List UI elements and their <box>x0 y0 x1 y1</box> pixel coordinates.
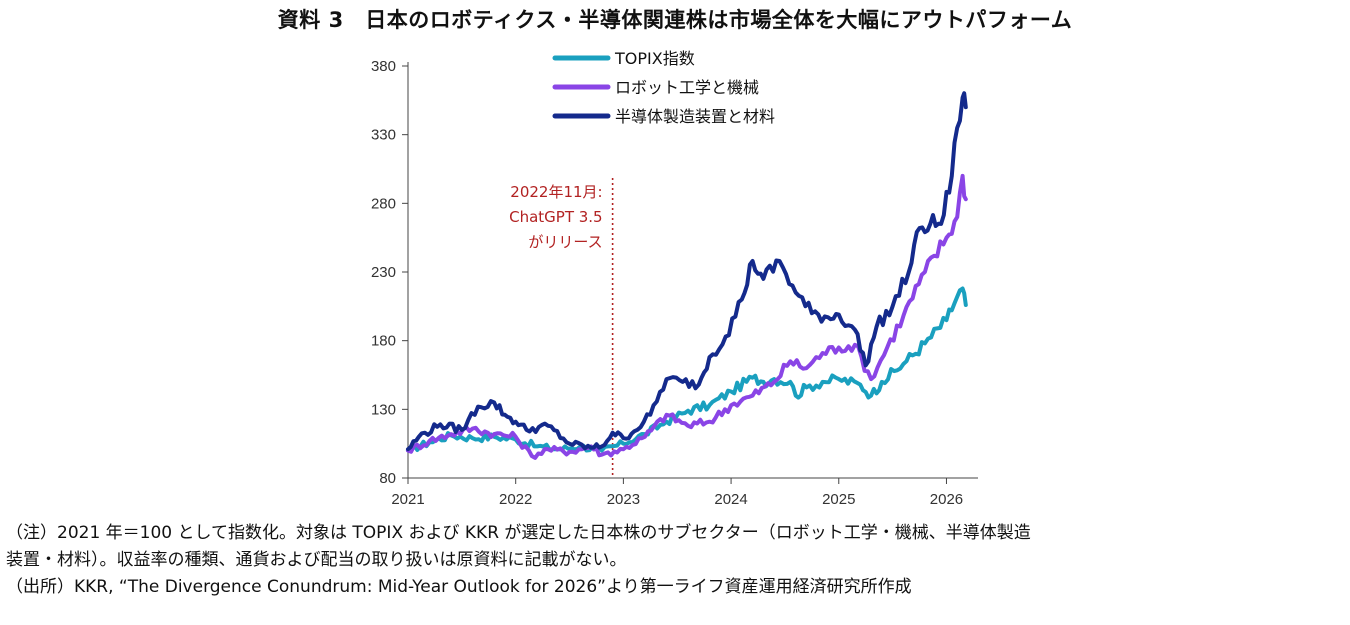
y-tick-label: 230 <box>371 264 396 281</box>
x-tick-label: 2023 <box>607 491 640 508</box>
legend-label: 半導体製造装置と材料 <box>615 107 775 126</box>
y-tick-label: 80 <box>379 470 396 487</box>
source-note: （出所）KKR, “The Divergence Conundrum: Mid-… <box>6 577 912 597</box>
chart-notes: （注）2021 年＝100 として指数化。対象は TOPIX および KKR が… <box>6 520 1344 601</box>
x-tick-label: 2026 <box>930 491 963 508</box>
series-line <box>406 173 968 460</box>
legend-label: TOPIX指数 <box>614 49 695 68</box>
note-line-1: （注）2021 年＝100 として指数化。対象は TOPIX および KKR が… <box>6 523 1031 543</box>
legend-label: ロボット工学と機械 <box>615 78 759 97</box>
y-tick-label: 130 <box>371 401 396 418</box>
series-line <box>406 286 968 453</box>
series-line <box>406 91 968 452</box>
annotation-text: 2022年11月: <box>510 183 602 201</box>
annotation-text: ChatGPT 3.5 <box>509 208 603 226</box>
x-tick-label: 2024 <box>714 491 747 508</box>
x-tick-label: 2022 <box>499 491 532 508</box>
x-tick-label: 2025 <box>822 491 855 508</box>
y-tick-label: 180 <box>371 333 396 350</box>
x-tick-label: 2021 <box>391 491 424 508</box>
annotation-text: がリリース <box>528 233 602 251</box>
chart-title: 資料 3 日本のロボティクス・半導体関連株は市場全体を大幅にアウトパフォーム <box>277 8 1073 32</box>
y-tick-label: 330 <box>371 127 396 144</box>
y-tick-label: 380 <box>371 58 396 75</box>
y-tick-label: 280 <box>371 195 396 212</box>
line-chart: 80 130 180 230 280 330 380 2021 2022 2023 2024 2025… <box>371 49 978 508</box>
note-line-2: 装置・材料）。収益率の種類、通貨および配当の取り扱いは原資料に記載がない。 <box>6 550 627 570</box>
